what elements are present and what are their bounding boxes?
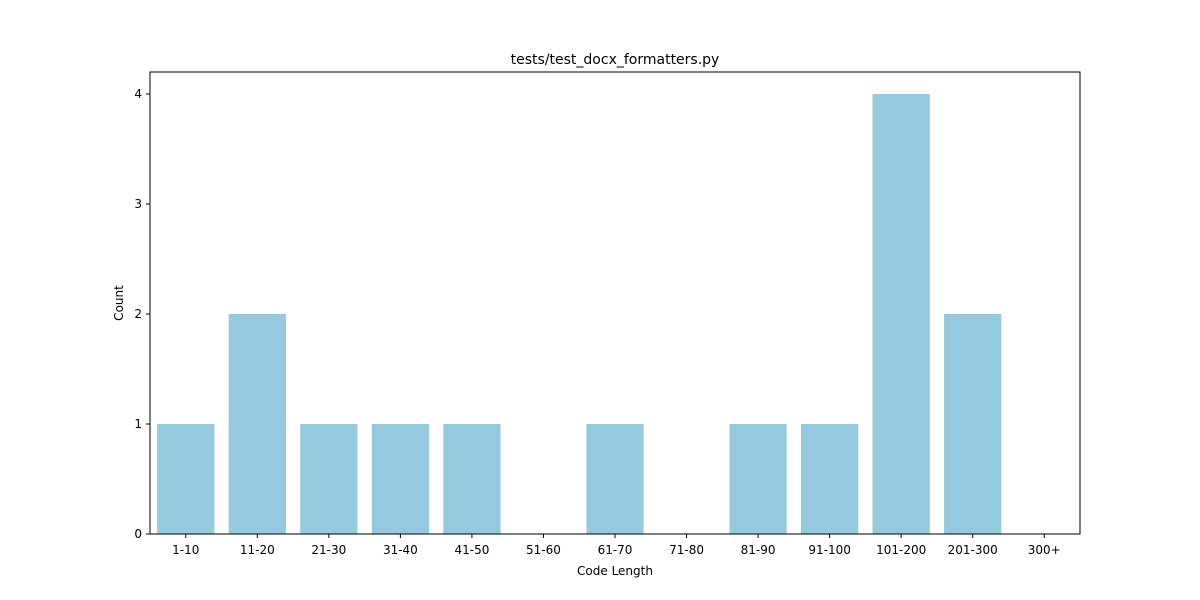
plot-frame	[149, 71, 1081, 535]
y-axis-title: Count	[112, 285, 126, 321]
y-tick-label: 1	[134, 417, 142, 431]
x-tick-label: 41-50	[454, 543, 489, 557]
x-axis-title: Code Length	[577, 564, 653, 578]
bar-91-100	[801, 424, 859, 534]
y-axis-ticks: 0 1 2 3 4	[134, 87, 150, 541]
bar-61-70	[586, 424, 644, 534]
x-tick-label: 51-60	[526, 543, 561, 557]
x-tick-label: 31-40	[383, 543, 418, 557]
bar-201-300	[944, 314, 1002, 534]
bars-group	[157, 94, 1002, 534]
x-tick-label: 1-10	[172, 543, 199, 557]
x-tick-label: 201-300	[948, 543, 998, 557]
chart-title: tests/test_docx_formatters.py	[511, 52, 720, 68]
x-tick-label: 11-20	[240, 543, 275, 557]
x-tick-label: 101-200	[876, 543, 926, 557]
bar-31-40	[371, 424, 429, 534]
x-tick-label: 300+	[1028, 543, 1061, 557]
y-tick-label: 2	[134, 307, 142, 321]
bar-41-50	[443, 424, 501, 534]
bar-21-30	[300, 424, 358, 534]
bar-11-20	[228, 314, 286, 534]
x-axis-ticks: 1-10 11-20 21-30 31-40 41-50 51-60 61-70 71-80 8…	[172, 534, 1061, 557]
bar-81-90	[729, 424, 787, 534]
bar-101-200	[872, 94, 930, 534]
x-tick-label: 81-90	[741, 543, 776, 557]
x-tick-label: 71-80	[669, 543, 704, 557]
y-tick-label: 0	[134, 527, 142, 541]
x-tick-label: 91-100	[808, 543, 851, 557]
bar-1-10	[157, 424, 215, 534]
y-tick-label: 4	[134, 87, 142, 101]
x-tick-label: 61-70	[598, 543, 633, 557]
y-tick-label: 3	[134, 197, 142, 211]
x-tick-label: 21-30	[311, 543, 346, 557]
